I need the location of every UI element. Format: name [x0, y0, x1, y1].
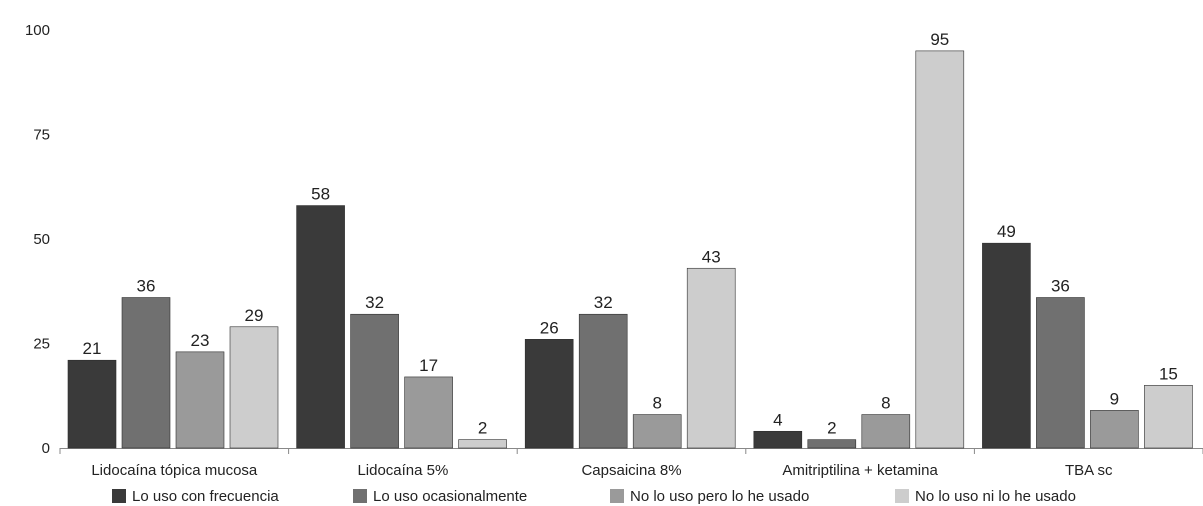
- bar-value-label: 2: [478, 419, 487, 438]
- bar-value-label: 49: [997, 222, 1016, 241]
- bar-value-label: 32: [594, 293, 613, 312]
- bar: [296, 205, 345, 449]
- bar: [807, 439, 857, 449]
- bar: [229, 326, 279, 449]
- bar: [524, 339, 574, 449]
- bar: [175, 351, 225, 449]
- bar: [861, 414, 911, 449]
- bar-value-label: 4: [773, 410, 782, 429]
- x-category-label: Lidocaína tópica mucosa: [91, 462, 258, 479]
- bar: [458, 439, 507, 449]
- bar: [982, 242, 1031, 449]
- bar: [753, 430, 803, 449]
- bar: [67, 359, 117, 449]
- bar-series-group: [67, 50, 1193, 449]
- legend-label: Lo uso con frecuencia: [132, 488, 279, 505]
- bar: [1090, 410, 1139, 449]
- legend-label: No lo uso ni lo he usado: [915, 488, 1076, 505]
- bar-value-label: 43: [702, 247, 721, 266]
- legend-swatch: [112, 489, 126, 503]
- bar-value-label: 36: [137, 277, 156, 296]
- x-axis-category-labels: Lidocaína tópica mucosa Lidocaína 5% Cap…: [91, 462, 1113, 479]
- bar-value-label: 58: [311, 185, 330, 204]
- x-category-label: TBA sc: [1065, 462, 1113, 479]
- bar-value-label: 17: [419, 356, 438, 375]
- y-tick-label: 25: [33, 336, 50, 353]
- bar-value-label: 36: [1051, 277, 1070, 296]
- legend-item: Lo uso con frecuencia: [112, 488, 279, 505]
- bar: [632, 414, 682, 449]
- bar: [915, 50, 965, 449]
- data-label-group: 21 36 23 29 58 32 17 2 26 32 8 43 4 2 8 95 49 36 9 15: [83, 30, 1178, 438]
- bar: [578, 313, 628, 449]
- bar-value-label: 2: [827, 419, 836, 438]
- bar-value-label: 95: [930, 30, 949, 49]
- bar-value-label: 32: [365, 293, 384, 312]
- legend-swatch: [610, 489, 624, 503]
- bar: [1036, 297, 1085, 449]
- y-tick-label: 100: [25, 22, 50, 39]
- bar-value-label: 8: [652, 394, 661, 413]
- x-category-label: Capsaicina 8%: [581, 462, 681, 479]
- y-tick-label: 0: [42, 440, 50, 457]
- bar-value-label: 9: [1110, 389, 1119, 408]
- bar: [404, 376, 453, 449]
- bar-value-label: 8: [881, 394, 890, 413]
- legend-label: Lo uso ocasionalmente: [373, 488, 527, 505]
- y-axis-ticks: 0 25 50 75 100: [25, 22, 50, 457]
- legend-swatch: [353, 489, 367, 503]
- legend-item: Lo uso ocasionalmente: [353, 488, 527, 505]
- legend-item: No lo uso pero lo he usado: [610, 488, 809, 505]
- legend-label: No lo uso pero lo he usado: [630, 488, 809, 505]
- y-tick-label: 75: [33, 127, 50, 144]
- x-category-label: Lidocaína 5%: [357, 462, 448, 479]
- bar: [1144, 384, 1193, 449]
- legend-item: No lo uso ni lo he usado: [895, 488, 1076, 505]
- x-category-label: Amitriptilina + ketamina: [782, 462, 938, 479]
- bar: [686, 267, 736, 449]
- bar-value-label: 23: [191, 331, 210, 350]
- bar: [121, 297, 171, 449]
- x-axis: [59, 448, 1203, 454]
- y-tick-label: 50: [33, 231, 50, 248]
- bar-value-label: 15: [1159, 364, 1178, 383]
- legend-swatch: [895, 489, 909, 503]
- bar-value-label: 21: [83, 339, 102, 358]
- legend: Lo uso con frecuencia Lo uso ocasionalme…: [112, 488, 1076, 505]
- bar: [350, 313, 399, 449]
- bar-value-label: 29: [245, 306, 264, 325]
- bar-value-label: 26: [540, 318, 559, 337]
